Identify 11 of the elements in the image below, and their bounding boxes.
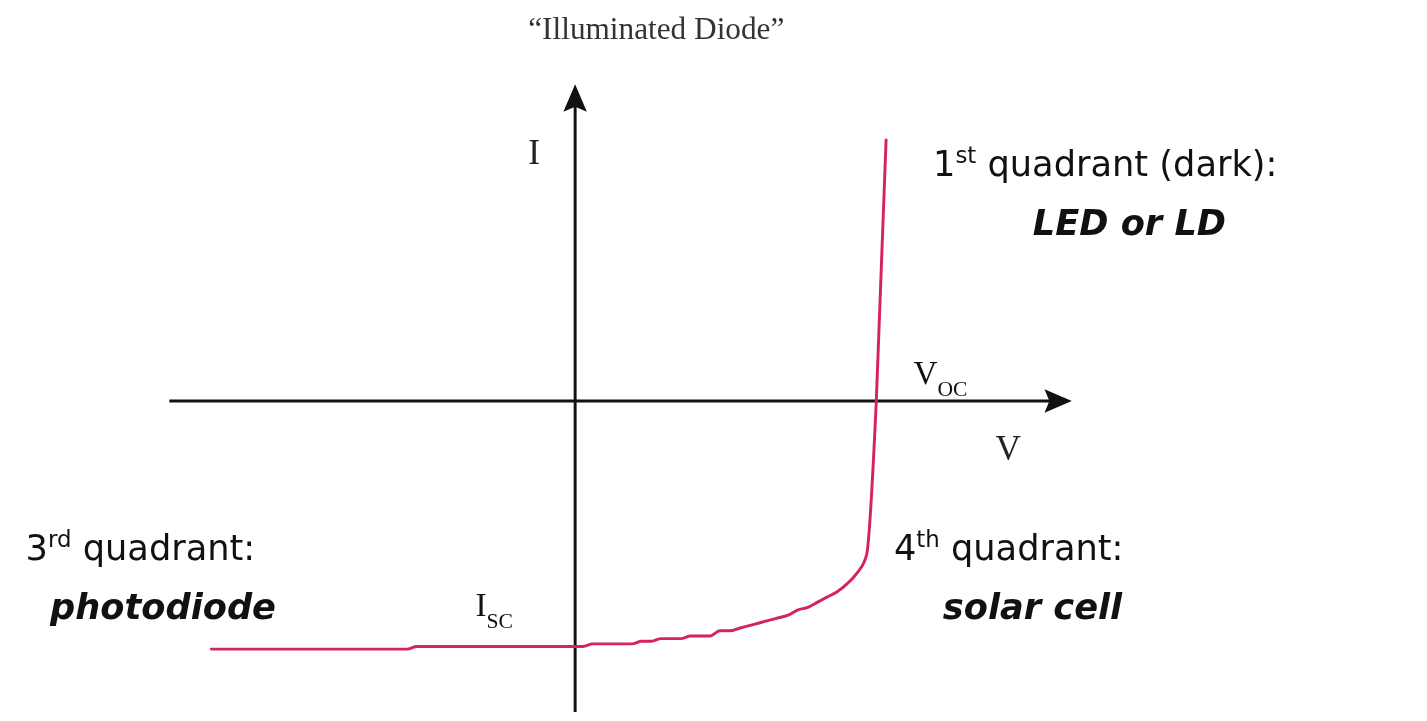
annotation: I$_{SC}$: [475, 586, 513, 634]
chart-title: “Illuminated Diode”: [528, 11, 785, 47]
annotation: 3$^{rd}$ quadrant:: [25, 526, 256, 569]
annotation: photodiode: [49, 586, 276, 628]
y-axis-title: I: [528, 133, 540, 173]
x-axis-title: V: [995, 428, 1022, 468]
text: LED or LD: [1032, 201, 1227, 243]
text: V$_{OC}$: [913, 354, 968, 402]
text: 4$^{th}$ quadrant:: [893, 526, 1124, 569]
text: solar cell: [942, 586, 1124, 628]
text: 1$^{st}$ quadrant (dark):: [933, 142, 1278, 185]
